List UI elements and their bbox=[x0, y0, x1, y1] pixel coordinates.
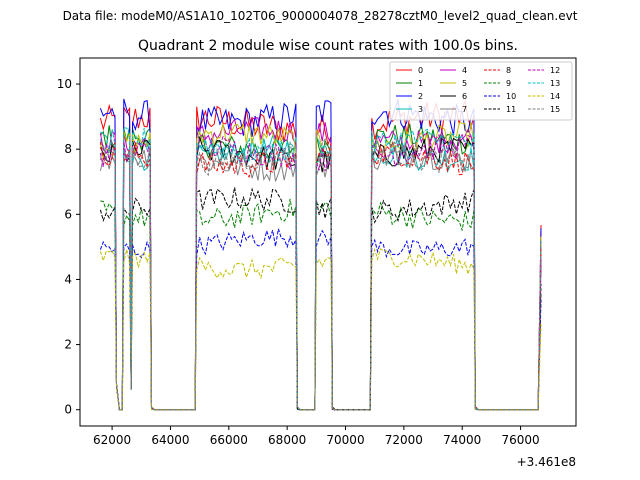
y-tick-label: 4 bbox=[64, 272, 72, 286]
x-axis: 62000 64000 66000 68000 70000 72000 74000 76000 bbox=[93, 426, 540, 447]
x-tick-label: 76000 bbox=[501, 433, 539, 447]
legend-label: 15 bbox=[550, 105, 560, 114]
x-tick-label: 68000 bbox=[268, 433, 306, 447]
y-tick-label: 6 bbox=[64, 207, 72, 221]
legend-label: 0 bbox=[418, 66, 423, 75]
x-tick-label: 72000 bbox=[385, 433, 423, 447]
chart-suptitle: Data file: modeM0/AS1A10_102T06_90000040… bbox=[63, 9, 578, 23]
x-tick-label: 70000 bbox=[326, 433, 364, 447]
chart-title: Quadrant 2 module wise count rates with … bbox=[138, 38, 518, 54]
series-line-9 bbox=[100, 198, 542, 411]
y-tick-label: 8 bbox=[64, 142, 72, 156]
x-tick-label: 62000 bbox=[93, 433, 131, 447]
series-line-13 bbox=[100, 127, 542, 411]
legend-label: 5 bbox=[462, 79, 467, 88]
legend-label: 13 bbox=[550, 79, 560, 88]
x-tick-label: 74000 bbox=[443, 433, 481, 447]
series-line-10 bbox=[99, 228, 542, 411]
series-line-12 bbox=[99, 133, 542, 411]
x-axis-offset-label: +3.461e8 bbox=[517, 455, 576, 469]
y-tick-label: 10 bbox=[57, 77, 72, 91]
y-axis: 0 2 4 6 8 10 bbox=[57, 77, 80, 417]
axes-frame bbox=[79, 57, 577, 427]
series-line-6 bbox=[99, 135, 542, 411]
series-line-7 bbox=[99, 144, 542, 411]
legend-label: 4 bbox=[462, 66, 467, 75]
legend-label: 12 bbox=[550, 66, 560, 75]
series-line-14 bbox=[99, 247, 542, 411]
legend-label: 11 bbox=[506, 105, 516, 114]
legend-label: 3 bbox=[418, 105, 423, 114]
series-line-8 bbox=[99, 141, 542, 411]
legend-label: 14 bbox=[550, 92, 560, 101]
x-tick-label: 66000 bbox=[210, 433, 248, 447]
legend-label: 6 bbox=[462, 92, 467, 101]
legend-label: 2 bbox=[418, 92, 423, 101]
y-tick-label: 0 bbox=[64, 403, 72, 417]
x-tick-label: 64000 bbox=[151, 433, 189, 447]
series-line-15 bbox=[99, 137, 542, 411]
legend-frame bbox=[389, 61, 573, 121]
series-layer bbox=[99, 98, 542, 411]
legend-label: 1 bbox=[418, 79, 423, 88]
y-tick-label: 2 bbox=[64, 338, 72, 352]
legend-label: 9 bbox=[506, 79, 511, 88]
series-line-11 bbox=[99, 187, 542, 411]
legend-label: 8 bbox=[506, 66, 511, 75]
legend-label: 10 bbox=[506, 92, 516, 101]
legend-label: 7 bbox=[462, 105, 467, 114]
